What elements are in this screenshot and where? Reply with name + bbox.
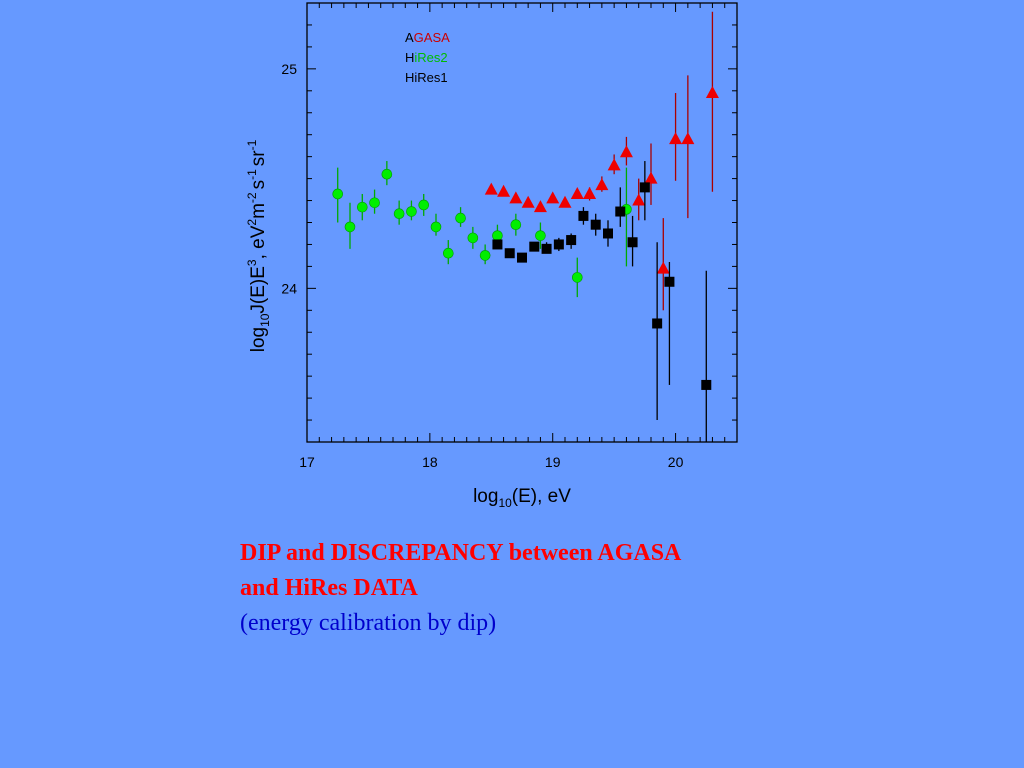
agasa-point — [595, 178, 609, 191]
legend-hires2-initial: H — [405, 50, 414, 65]
x-tick-label: 19 — [545, 454, 561, 470]
hires2-point — [535, 230, 546, 241]
y-axis-label: log10J(E)E3, eV2m-2s-1sr-1 — [245, 139, 272, 352]
legend-hires2-rest: iRes2 — [414, 50, 447, 65]
hires2-point — [393, 208, 405, 220]
y-tick-label: 24 — [281, 280, 297, 296]
y-label-part4: m — [248, 203, 269, 219]
legend-agasa-initial: A — [405, 30, 414, 45]
agasa-point — [570, 186, 584, 199]
hires2-point — [369, 197, 380, 209]
hires1-point — [701, 379, 712, 390]
x-axis-label-base: log — [473, 486, 498, 507]
y-label-sup3: 2 — [245, 219, 259, 226]
caption-line-3: (energy calibration by dip) — [240, 610, 497, 636]
hires2-point — [406, 206, 417, 217]
hires2-point — [571, 272, 583, 283]
plot-area — [332, 11, 719, 442]
caption-line-2: and HiRes DATA — [240, 575, 418, 601]
y-label-sup4: -2 — [245, 192, 259, 203]
legend-entry-hires2: HiRes2 — [405, 50, 448, 65]
agasa-point — [705, 85, 719, 98]
agasa-point — [681, 132, 695, 145]
slide-caption: DIP and DISCREPANCY between AGASA and Hi… — [240, 536, 860, 641]
agasa-point — [558, 195, 572, 208]
y-label-part3: , eV — [248, 225, 269, 259]
hires2-point — [467, 232, 479, 244]
legend-hires1-rest: HiRes1 — [405, 70, 448, 85]
hires2-point — [332, 188, 344, 200]
hires1-point — [627, 237, 638, 248]
agasa-point — [656, 261, 670, 274]
hires2-point — [510, 219, 522, 230]
hires2-point — [344, 221, 356, 233]
y-label-part6: sr — [248, 150, 269, 167]
agasa-point — [583, 186, 597, 199]
x-axis-label: log10(E), eV — [473, 486, 571, 510]
hires2-point — [356, 201, 368, 213]
legend: AGASA HiRes2 HiRes1 — [405, 30, 450, 85]
x-axis-label-rest: (E), eV — [512, 486, 571, 507]
agasa-point — [521, 195, 535, 208]
legend-entry-hires1: HiRes1 — [405, 70, 448, 85]
legend-entry-agasa: AGASA — [405, 30, 450, 45]
hires1-point — [566, 235, 577, 246]
hires2-point — [455, 212, 466, 224]
hires2-point — [492, 230, 503, 241]
y-label-sub1: 10 — [258, 313, 272, 327]
agasa-point — [607, 158, 621, 171]
caption-line-1: DIP and DISCREPANCY between AGASA — [240, 540, 682, 566]
y-label-part5: s — [248, 180, 269, 190]
hires1-point — [603, 228, 613, 239]
agasa-point — [632, 193, 646, 206]
hires1-point — [492, 239, 503, 250]
y-label-part1: log — [248, 327, 269, 352]
hires2-point — [418, 199, 430, 211]
legend-agasa-rest: GASA — [414, 30, 450, 45]
y-label-sup2: 3 — [245, 259, 259, 266]
hires1-point — [590, 219, 601, 230]
agasa-point — [484, 182, 498, 195]
x-axis-label-sub: 10 — [498, 496, 512, 510]
hires2-point — [479, 250, 491, 261]
agasa-point — [644, 171, 658, 184]
y-label-sup6: -1 — [245, 139, 259, 150]
y-tick-label: 25 — [281, 61, 297, 77]
hires1-point — [578, 210, 589, 221]
plot-frame — [306, 2, 738, 443]
x-tick-label: 18 — [422, 454, 438, 470]
y-label-part2: J(E)E — [248, 266, 269, 314]
agasa-point — [497, 184, 511, 197]
hires1-point — [517, 252, 527, 263]
hires1-point — [652, 318, 663, 329]
hires1-point — [615, 206, 626, 217]
hires2-point — [442, 247, 454, 259]
hires1-point — [529, 241, 540, 252]
agasa-point — [533, 200, 547, 213]
axes: 17 18 19 20 24 25 — [281, 2, 738, 470]
agasa-point — [619, 145, 633, 158]
hires1-point — [664, 276, 675, 287]
hires1-point — [639, 182, 650, 193]
x-tick-label: 20 — [668, 454, 684, 470]
agasa-point — [509, 191, 523, 204]
hires1-point — [541, 243, 552, 254]
hires1-point — [553, 239, 564, 250]
hires1-point — [504, 248, 515, 259]
hires2-point — [430, 221, 442, 233]
y-label-sup5: -1 — [245, 169, 259, 180]
x-tick-label: 17 — [299, 454, 315, 470]
agasa-point — [546, 191, 560, 204]
hires2-point — [381, 168, 393, 180]
agasa-point — [669, 132, 683, 145]
